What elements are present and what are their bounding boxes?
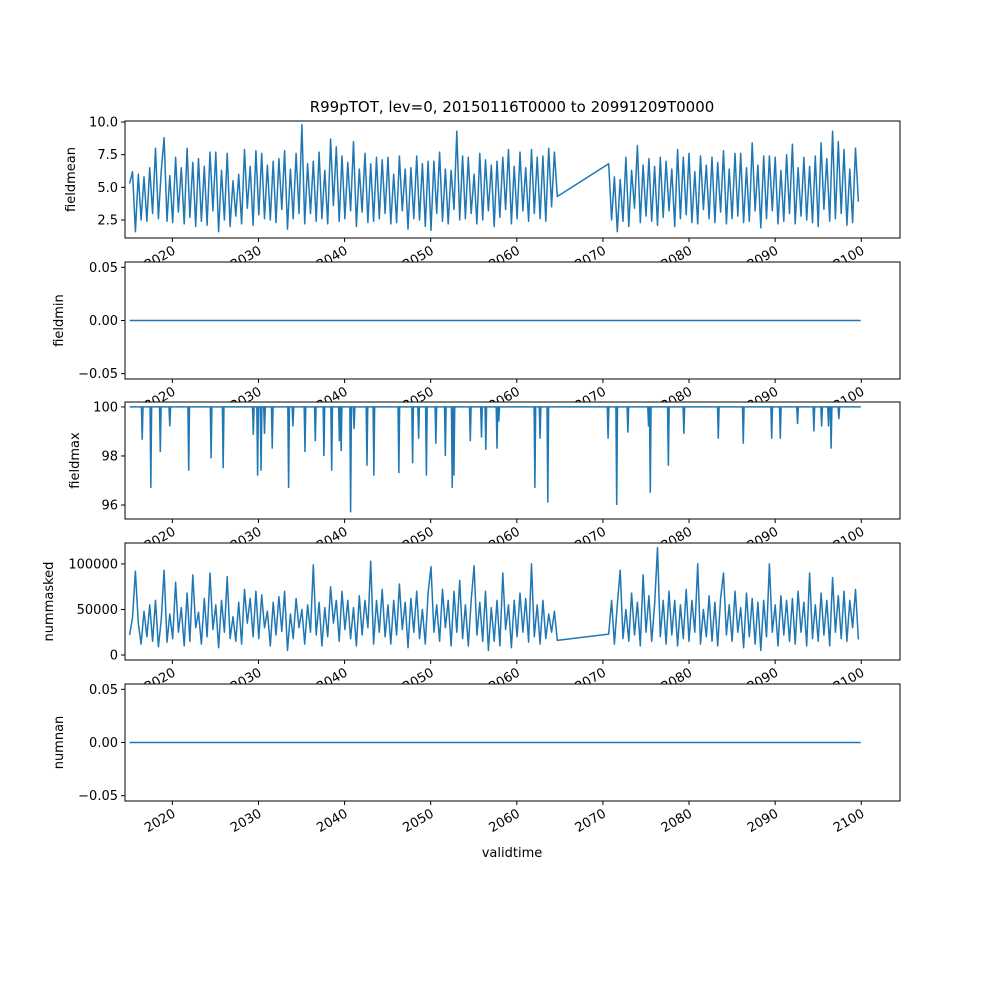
fieldmax-dip [417, 406, 421, 439]
fieldmax-dip [533, 406, 537, 488]
fieldmax-dip [140, 406, 144, 440]
fieldmax-dip [330, 406, 334, 471]
nummasked-series-line [128, 546, 860, 652]
y-axis-label: numnan [52, 716, 67, 770]
fieldmax-dip [397, 406, 401, 474]
fieldmax-dip [221, 406, 225, 469]
axes-frame [124, 401, 901, 520]
y-tick-label: 96 [101, 499, 118, 514]
axes-frame [124, 120, 901, 239]
fieldmax-dip [497, 406, 501, 422]
fieldmax-dip [795, 406, 800, 425]
chart-title: R99pTOT, lev=0, 20150116T0000 to 2099120… [310, 98, 715, 116]
fieldmax-dip [365, 406, 369, 466]
fieldmax-dip [626, 406, 630, 433]
fieldmax-dip [820, 406, 824, 427]
fieldmax-dip [352, 406, 356, 430]
y-axis-label: fieldmean [64, 147, 79, 212]
fieldmax-dip [837, 406, 841, 420]
fieldmax-dip [251, 406, 255, 435]
y-tick-label: 100000 [68, 557, 118, 572]
fieldmax-dip [158, 406, 162, 453]
y-tick-label: 0.00 [89, 736, 118, 751]
y-tick-label: 7.5 [97, 148, 118, 163]
fieldmax-dip [262, 406, 267, 434]
fieldmax-dip [538, 406, 542, 439]
fieldmax-dip [149, 406, 153, 488]
x-axis-label: validtime [482, 846, 543, 861]
y-tick-label: 0.05 [89, 261, 118, 276]
axes-frame [124, 542, 901, 661]
y-axis-label: fieldmin [52, 294, 67, 347]
y-tick-label: −0.05 [78, 367, 118, 382]
fieldmax-dip [648, 406, 652, 493]
fieldmax-dip [168, 406, 172, 427]
fieldmax-dip [826, 406, 831, 427]
fieldmax-dip [666, 406, 670, 466]
y-tick-label: 10.0 [89, 116, 118, 131]
y-tick-label: −0.05 [78, 789, 118, 804]
fieldmax-dip [682, 406, 686, 434]
y-tick-label: 50000 [77, 603, 118, 618]
fieldmax-dip [778, 406, 782, 439]
plot-area [125, 402, 900, 519]
fieldmax-dip [479, 406, 484, 438]
fieldmax-dip [615, 406, 619, 506]
fieldmax-dip [313, 406, 317, 442]
fieldmax-dip [259, 406, 263, 471]
y-tick-label: 5.0 [97, 181, 118, 196]
y-tick-label: 0.00 [89, 314, 118, 329]
y-tick-label: 2.5 [97, 213, 118, 228]
fieldmax-dip [434, 406, 438, 444]
fieldmax-dip [256, 406, 260, 476]
fieldmax-dip [606, 406, 610, 439]
fieldmax-dip [303, 406, 307, 453]
fieldmax-dip [187, 406, 191, 471]
fieldmax-dip [411, 406, 415, 464]
fieldmax-dip [812, 406, 816, 432]
fieldmax-dip [209, 406, 213, 459]
y-axis-label: fieldmax [68, 432, 83, 489]
fieldmax-dip [372, 406, 376, 476]
fieldmax-dip [443, 406, 447, 456]
fieldmax-dip [741, 406, 745, 444]
fieldmax-dip [770, 406, 774, 439]
fieldmax-dip [452, 406, 456, 476]
y-tick-label: 98 [101, 449, 118, 464]
fieldmax-dip [829, 406, 833, 449]
fieldmax-dip [484, 406, 488, 450]
fieldmax-dip [468, 406, 472, 442]
y-axis-label: nummasked [42, 562, 57, 642]
y-tick-label: 0 [110, 648, 118, 663]
fieldmax-dip [291, 406, 295, 427]
y-tick-label: 100 [93, 400, 118, 415]
y-tick-label: 0.05 [89, 683, 118, 698]
fieldmean-series-line [128, 123, 860, 233]
fieldmax-dip [322, 406, 326, 456]
fieldmax-dip [270, 406, 274, 449]
fieldmax-dip [716, 406, 720, 439]
fieldmax-dip [287, 406, 291, 488]
fieldmax-dip [495, 406, 499, 449]
fieldmax-dip [349, 406, 353, 513]
fieldmax-dip [339, 406, 343, 452]
fieldmax-dip [424, 406, 428, 476]
fieldmax-dip [546, 406, 550, 503]
